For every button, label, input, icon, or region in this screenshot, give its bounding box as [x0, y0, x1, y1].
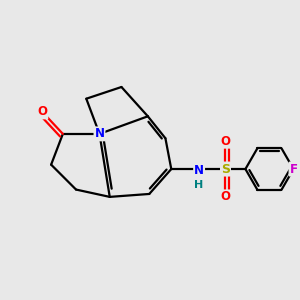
Text: N: N [94, 128, 104, 140]
Text: S: S [221, 163, 230, 176]
Text: H: H [194, 180, 204, 190]
Text: F: F [290, 163, 298, 176]
Text: O: O [220, 135, 230, 148]
Text: O: O [37, 105, 47, 119]
Text: O: O [220, 190, 230, 203]
Text: N: N [194, 164, 204, 177]
